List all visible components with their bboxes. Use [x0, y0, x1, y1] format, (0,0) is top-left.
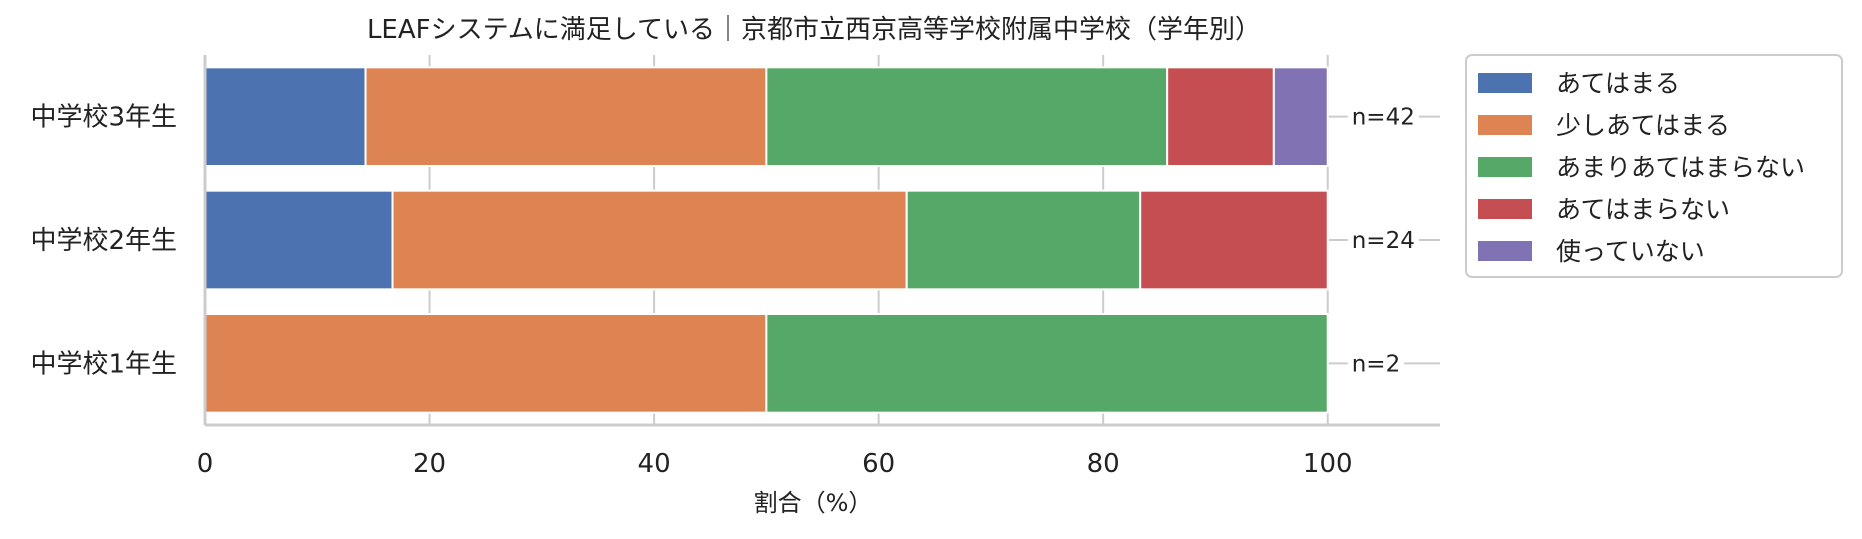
x-tick-labels: 0 20 40 60 80 100	[197, 449, 1353, 479]
x-tick-label: 20	[413, 449, 446, 479]
x-tick-label: 40	[638, 449, 671, 479]
n-label: n=42	[1352, 105, 1415, 131]
legend-label: 少しあてはまる	[1556, 111, 1730, 140]
bars	[204, 66, 1329, 414]
legend-swatch	[1478, 115, 1532, 135]
legend-swatch	[1478, 241, 1532, 261]
legend-label: あてはまる	[1556, 69, 1680, 98]
n-labels: n=42 n=24 n=2	[1347, 101, 1419, 379]
bar-segment	[765, 313, 1329, 414]
legend-swatch	[1478, 199, 1532, 219]
n-label-box	[1347, 101, 1419, 132]
bar-segment	[391, 189, 908, 291]
bar-segment	[1139, 189, 1329, 291]
x-tick-label: 100	[1303, 449, 1353, 479]
n-label-box	[1347, 348, 1405, 379]
category-label: 中学校2年生	[30, 226, 177, 256]
bar-segment	[364, 66, 768, 167]
bar-segment	[905, 189, 1142, 291]
legend-frame	[1465, 54, 1843, 278]
legend-label: あまりあてはまらない	[1556, 153, 1805, 182]
legend-swatch	[1478, 157, 1532, 177]
n-label: n=2	[1352, 351, 1400, 377]
chart-title: LEAFシステムに満足している｜京都市立西京高等学校附属中学校（学年別）	[367, 15, 1261, 45]
legend-swatch	[1478, 73, 1532, 93]
bar-segment	[204, 66, 367, 167]
bar-segment	[204, 313, 768, 414]
legend-label: 使っていない	[1556, 237, 1705, 266]
category-label: 中学校3年生	[30, 103, 177, 133]
bar-segment	[765, 66, 1169, 167]
bar-segment	[1272, 66, 1329, 167]
n-label-box	[1347, 225, 1419, 255]
bar-segment	[204, 189, 394, 291]
n-label: n=24	[1352, 228, 1415, 254]
x-tick-label: 0	[197, 449, 214, 479]
legend-label: あてはまらない	[1556, 195, 1730, 224]
bar-segment	[1166, 66, 1275, 167]
x-tick-label: 80	[1087, 449, 1120, 479]
x-tick-label: 60	[862, 449, 895, 479]
category-label: 中学校1年生	[30, 349, 177, 379]
axes	[203, 55, 1440, 427]
x-axis-label: 割合（%）	[754, 489, 873, 517]
